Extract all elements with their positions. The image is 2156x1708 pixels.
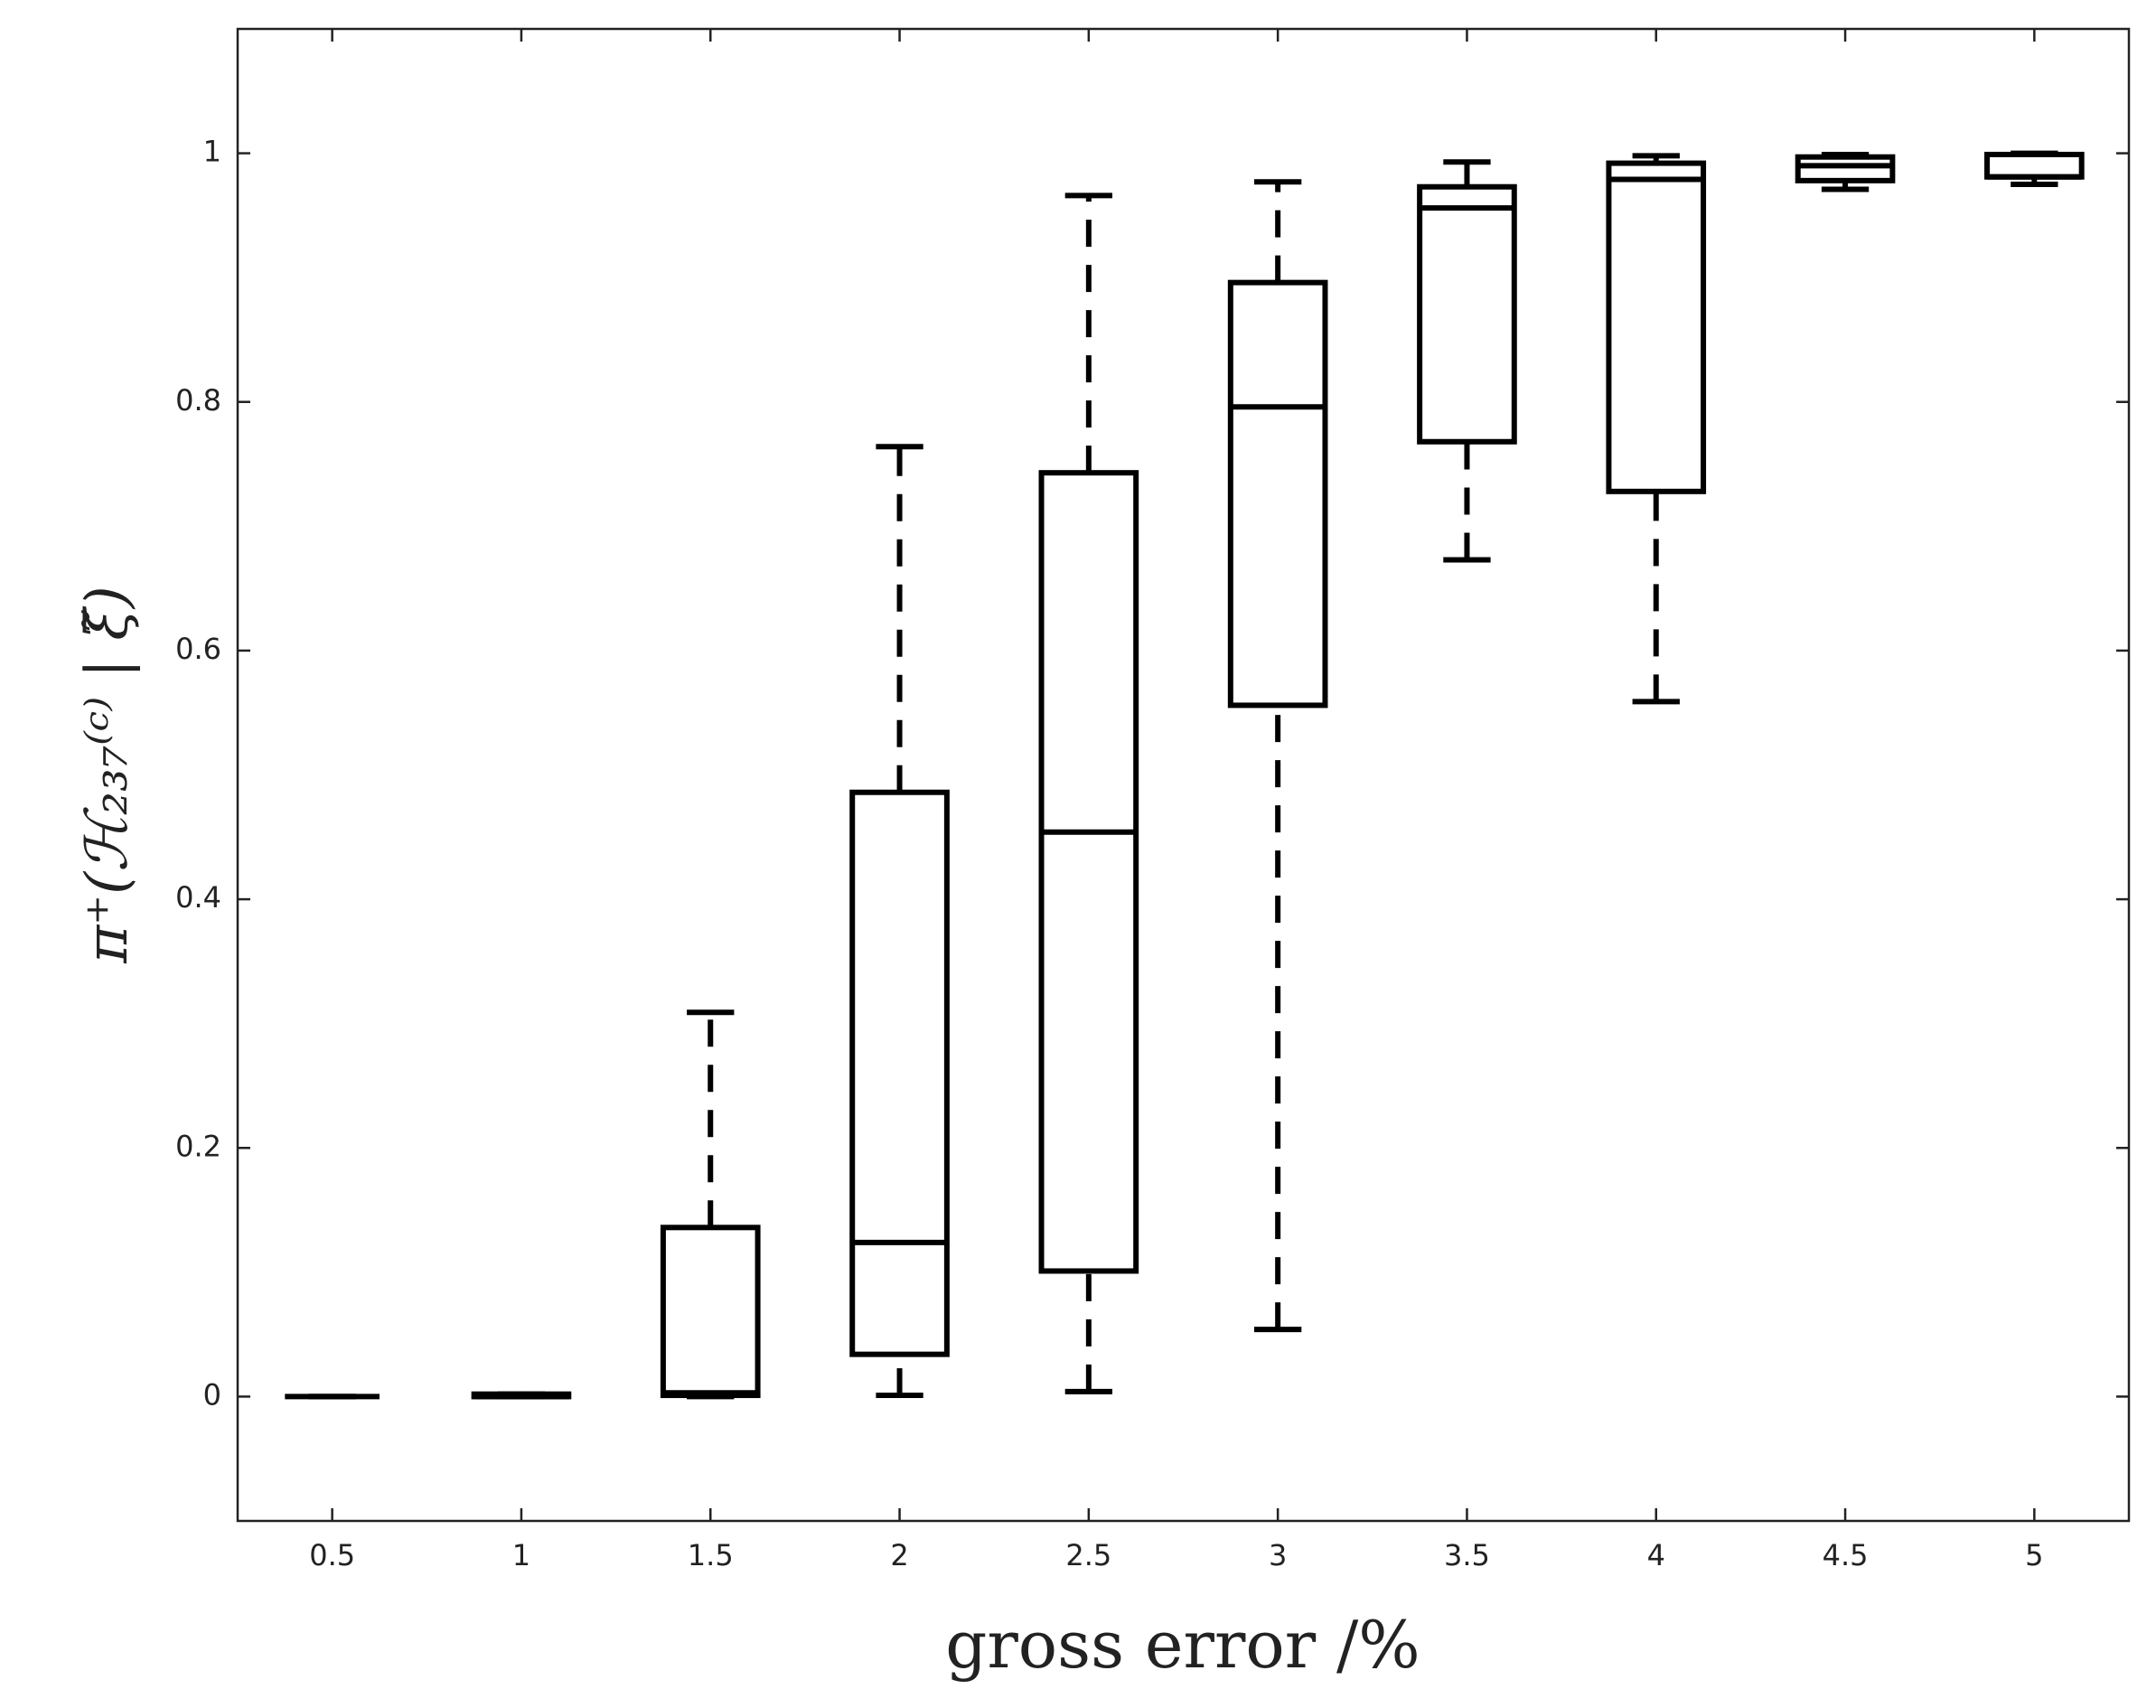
y-axis-label: π⁺(ℋ₂₃₇⁽ᶜ⁾ | ξ̃) xyxy=(74,586,141,964)
y-tick-label: 1 xyxy=(203,135,221,169)
box xyxy=(849,789,950,1357)
x-tick-label: 0.5 xyxy=(309,1538,355,1572)
x-tick-label: 3 xyxy=(1269,1538,1287,1572)
x-tick-label: 5 xyxy=(2025,1538,2043,1572)
y-tick-label: 0 xyxy=(203,1377,221,1412)
x-tick-label: 4 xyxy=(1647,1538,1665,1572)
y-tick-label: 0.8 xyxy=(175,383,221,418)
x-tick-label: 1 xyxy=(512,1538,530,1572)
x-tick-label: 4.5 xyxy=(1823,1538,1869,1572)
x-axis-label: gross error /% xyxy=(945,1607,1420,1683)
box xyxy=(1984,151,2085,180)
plot-frame xyxy=(236,27,2131,1523)
x-tick-label: 3.5 xyxy=(1444,1538,1490,1572)
box xyxy=(1227,279,1328,709)
x-tick-label: 2.5 xyxy=(1065,1538,1111,1572)
box xyxy=(1606,160,1707,494)
x-tick-label: 1.5 xyxy=(688,1538,734,1572)
box xyxy=(660,1225,761,1399)
box xyxy=(1795,154,1896,183)
box xyxy=(1417,183,1517,445)
y-tick-label: 0.6 xyxy=(175,632,221,666)
y-tick-label: 0.2 xyxy=(175,1129,221,1163)
box xyxy=(1038,470,1139,1274)
x-tick-label: 2 xyxy=(890,1538,908,1572)
y-tick-label: 0.4 xyxy=(175,880,221,915)
